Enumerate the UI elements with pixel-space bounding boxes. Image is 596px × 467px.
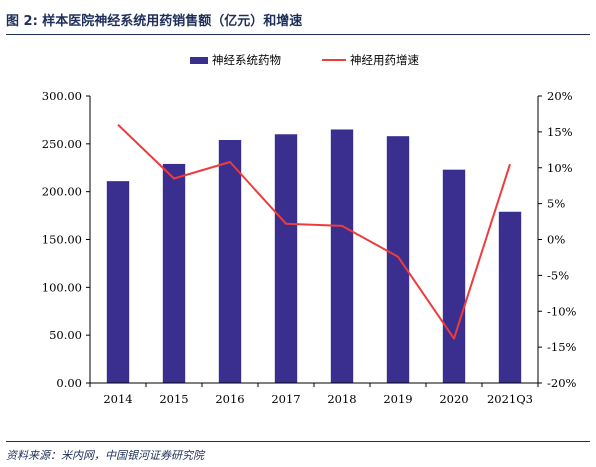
left-tick-label: 150.00 (42, 233, 82, 247)
right-tick-label: -15% (547, 340, 577, 354)
legend-bar-label: 神经系统药物 (212, 53, 281, 67)
combo-chart: 神经系统药物 神经用药增速 0.00 50.00 100.00 150.00 200.00… (42, 53, 577, 406)
title-divider (6, 34, 590, 35)
source-divider (6, 441, 590, 442)
right-tick-label: -10% (547, 304, 577, 318)
right-tick-label: -5% (547, 268, 569, 282)
bar-2018 (330, 129, 354, 383)
left-tick-label: 50.00 (49, 328, 82, 342)
legend-bar-swatch (190, 57, 208, 64)
right-tick-label: 20% (547, 89, 573, 103)
bar-2016 (218, 140, 242, 383)
x-tick-label: 2020 (439, 392, 468, 406)
line-series (117, 123, 511, 340)
right-tick-label: 5% (547, 197, 565, 211)
figure-title: 图 2: 样本医院神经系统用药销售额（亿元）和增速 (6, 14, 303, 29)
source-note: 资料来源：米内网，中国银河证券研究院 (6, 449, 204, 462)
right-tick-label: 15% (547, 125, 573, 139)
x-tick-label: 2017 (271, 392, 300, 406)
bar-2014 (106, 181, 130, 383)
right-tick-label: 10% (547, 161, 573, 175)
bar-2017 (274, 134, 298, 383)
bar-2021Q3 (498, 211, 522, 383)
legend-line-label: 神经用药增速 (350, 53, 419, 67)
left-tick-label: 0.00 (56, 376, 82, 390)
chart-legend: 神经系统药物 神经用药增速 (190, 53, 419, 67)
right-tick-label: -20% (547, 376, 577, 390)
x-tick-label: 2015 (159, 392, 188, 406)
x-tick-label: 2014 (103, 392, 132, 406)
left-tick-label: 200.00 (42, 185, 82, 199)
x-tick-label: 2018 (327, 392, 356, 406)
left-tick-label: 300.00 (42, 89, 82, 103)
x-tick-label: 2016 (215, 392, 244, 406)
left-tick-label: 100.00 (42, 280, 82, 294)
x-tick-label: 2019 (383, 392, 412, 406)
chart-axes: 0.00 50.00 100.00 150.00 200.00 250.00 300.00 -… (42, 89, 577, 406)
x-tick-label: 2021Q3 (487, 392, 533, 406)
left-tick-label: 250.00 (42, 137, 82, 151)
bar-2015 (162, 163, 186, 383)
growth-line (117, 123, 511, 340)
bar-series (106, 129, 522, 383)
bar-2020 (442, 169, 466, 383)
right-tick-label: 0% (547, 233, 565, 247)
bar-2019 (386, 136, 410, 383)
